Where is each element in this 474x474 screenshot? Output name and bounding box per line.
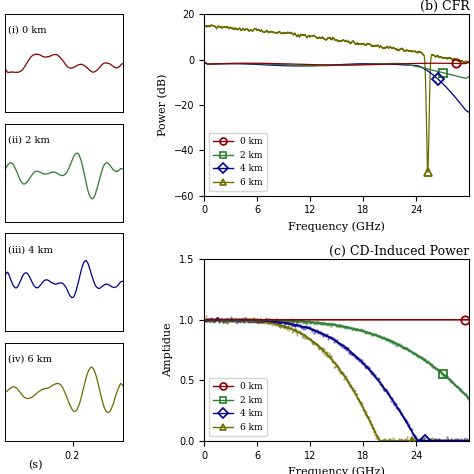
- Text: (ii) 2 km: (ii) 2 km: [9, 136, 50, 145]
- Legend: 0 km, 2 km, 4 km, 6 km: 0 km, 2 km, 4 km, 6 km: [209, 133, 267, 191]
- Y-axis label: Amptidue: Amptidue: [164, 323, 173, 377]
- X-axis label: Frequency (GHz): Frequency (GHz): [288, 221, 385, 232]
- Text: (iii) 4 km: (iii) 4 km: [9, 245, 53, 254]
- Y-axis label: Power (dB): Power (dB): [158, 74, 168, 136]
- X-axis label: Frequency (GHz): Frequency (GHz): [288, 466, 385, 474]
- Text: (i) 0 km: (i) 0 km: [9, 26, 47, 35]
- Text: (b) CFR: (b) CFR: [419, 0, 469, 13]
- Legend: 0 km, 2 km, 4 km, 6 km: 0 km, 2 km, 4 km, 6 km: [209, 378, 267, 436]
- Text: (s): (s): [28, 459, 43, 470]
- Text: (c) CD-Induced Power: (c) CD-Induced Power: [329, 245, 469, 258]
- Text: (iv) 6 km: (iv) 6 km: [9, 355, 52, 364]
